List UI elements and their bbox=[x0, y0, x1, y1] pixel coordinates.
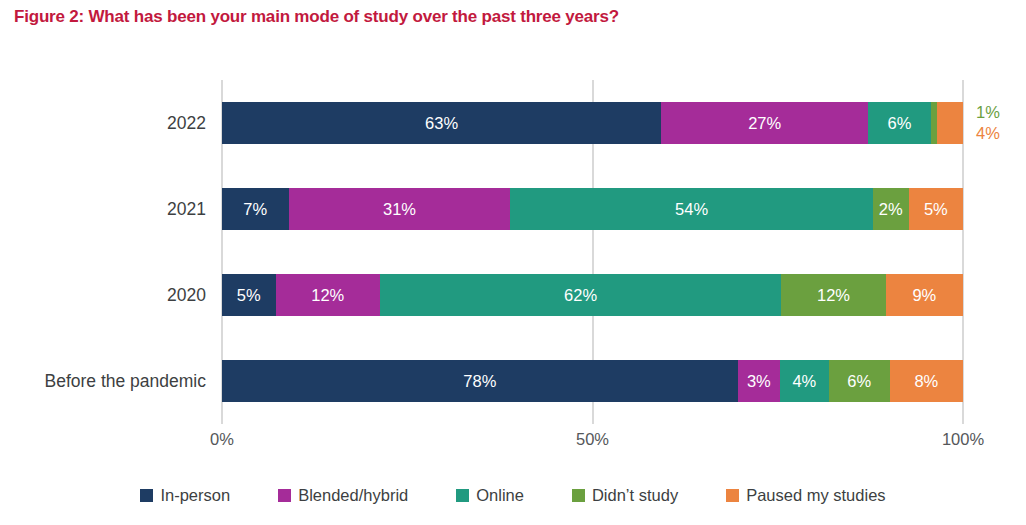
chart-title: Figure 2: What has been your main mode o… bbox=[14, 7, 619, 27]
category-label: 2022 bbox=[0, 80, 206, 166]
outside-labels: 1%4% bbox=[976, 102, 1000, 144]
legend-label: Blended/hybrid bbox=[298, 486, 408, 505]
legend-item: Didn’t study bbox=[572, 486, 678, 505]
bar-segment: 6% bbox=[868, 102, 931, 144]
outside-value-label: 1% bbox=[976, 102, 1000, 123]
segment-value-label: 63% bbox=[425, 114, 458, 133]
x-tick-label: 0% bbox=[210, 430, 234, 449]
bar-segment: 8% bbox=[890, 360, 963, 402]
segment-value-label: 31% bbox=[383, 200, 416, 219]
segment-value-label: 78% bbox=[463, 372, 496, 391]
bar-segment: 12% bbox=[276, 274, 380, 316]
bar-segment: 78% bbox=[222, 360, 738, 402]
bar-segment: 6% bbox=[829, 360, 890, 402]
bar-segment: 63% bbox=[222, 102, 661, 144]
bar-segment: 2% bbox=[873, 188, 909, 230]
category-label: 2021 bbox=[0, 166, 206, 252]
legend-swatch bbox=[278, 489, 291, 502]
bar-row: 5% 12% 62% 12% 9% bbox=[222, 252, 963, 338]
segment-value-label: 6% bbox=[847, 372, 871, 391]
legend-item: Blended/hybrid bbox=[278, 486, 408, 505]
bar-segment: 4% bbox=[780, 360, 829, 402]
legend-swatch bbox=[140, 489, 153, 502]
x-tick-label: 50% bbox=[576, 430, 609, 449]
plot-area: 63%27%6%1%4%7%31%54%2%5%5%12%62%12%9%78%… bbox=[222, 80, 963, 424]
segment-value-label: 6% bbox=[888, 114, 912, 133]
bar-segment: 5% bbox=[222, 274, 276, 316]
segment-value-label: 12% bbox=[311, 286, 344, 305]
legend-swatch bbox=[726, 489, 739, 502]
segment-value-label: 4% bbox=[792, 372, 816, 391]
bar-segment: 62% bbox=[380, 274, 781, 316]
legend-swatch bbox=[572, 489, 585, 502]
bar-segment: 27% bbox=[661, 102, 868, 144]
stacked-bar: 63% 27% 6% bbox=[222, 102, 963, 144]
segment-value-label: 3% bbox=[747, 372, 771, 391]
bar-segment: 12% bbox=[781, 274, 885, 316]
legend-label: In-person bbox=[160, 486, 230, 505]
category-label: Before the pandemic bbox=[0, 338, 206, 424]
x-tick-label: 100% bbox=[942, 430, 984, 449]
stacked-bar: 7% 31% 54% 2% 5% bbox=[222, 188, 963, 230]
bar-segment: 5% bbox=[909, 188, 963, 230]
outside-value-label: 4% bbox=[976, 123, 1000, 144]
segment-value-label: 5% bbox=[237, 286, 261, 305]
bar-segment: 31% bbox=[289, 188, 511, 230]
legend: In-person Blended/hybrid Online Didn’t stud… bbox=[0, 486, 1026, 505]
x-axis: 0%50%100% bbox=[222, 430, 963, 452]
bar-segment: 3% bbox=[738, 360, 780, 402]
legend-label: Didn’t study bbox=[592, 486, 678, 505]
segment-value-label: 8% bbox=[914, 372, 938, 391]
bar-row: 78% 3% 4% 6% 8% bbox=[222, 338, 963, 424]
figure-2-chart: Figure 2: What has been your main mode o… bbox=[0, 0, 1026, 525]
segment-value-label: 27% bbox=[748, 114, 781, 133]
bar-segment: 54% bbox=[510, 188, 872, 230]
stacked-bar: 5% 12% 62% 12% 9% bbox=[222, 274, 963, 316]
legend-item: Paused my studies bbox=[726, 486, 885, 505]
legend-item: Online bbox=[456, 486, 524, 505]
legend-label: Online bbox=[476, 486, 524, 505]
legend-item: In-person bbox=[140, 486, 230, 505]
segment-value-label: 5% bbox=[924, 200, 948, 219]
segment-value-label: 7% bbox=[243, 200, 267, 219]
category-axis: 202220212020Before the pandemic bbox=[0, 80, 206, 424]
legend-label: Paused my studies bbox=[746, 486, 885, 505]
category-label: 2020 bbox=[0, 252, 206, 338]
bar-segment bbox=[937, 102, 963, 144]
segment-value-label: 62% bbox=[564, 286, 597, 305]
segment-value-label: 2% bbox=[879, 200, 903, 219]
legend-swatch bbox=[456, 489, 469, 502]
segment-value-label: 9% bbox=[912, 286, 936, 305]
stacked-bar: 78% 3% 4% 6% 8% bbox=[222, 360, 963, 402]
bar-row: 7% 31% 54% 2% 5% bbox=[222, 166, 963, 252]
bar-segment: 7% bbox=[222, 188, 289, 230]
bar-row: 63%27%6%1%4% bbox=[222, 80, 963, 166]
segment-value-label: 54% bbox=[675, 200, 708, 219]
bar-segment: 9% bbox=[886, 274, 963, 316]
segment-value-label: 12% bbox=[817, 286, 850, 305]
